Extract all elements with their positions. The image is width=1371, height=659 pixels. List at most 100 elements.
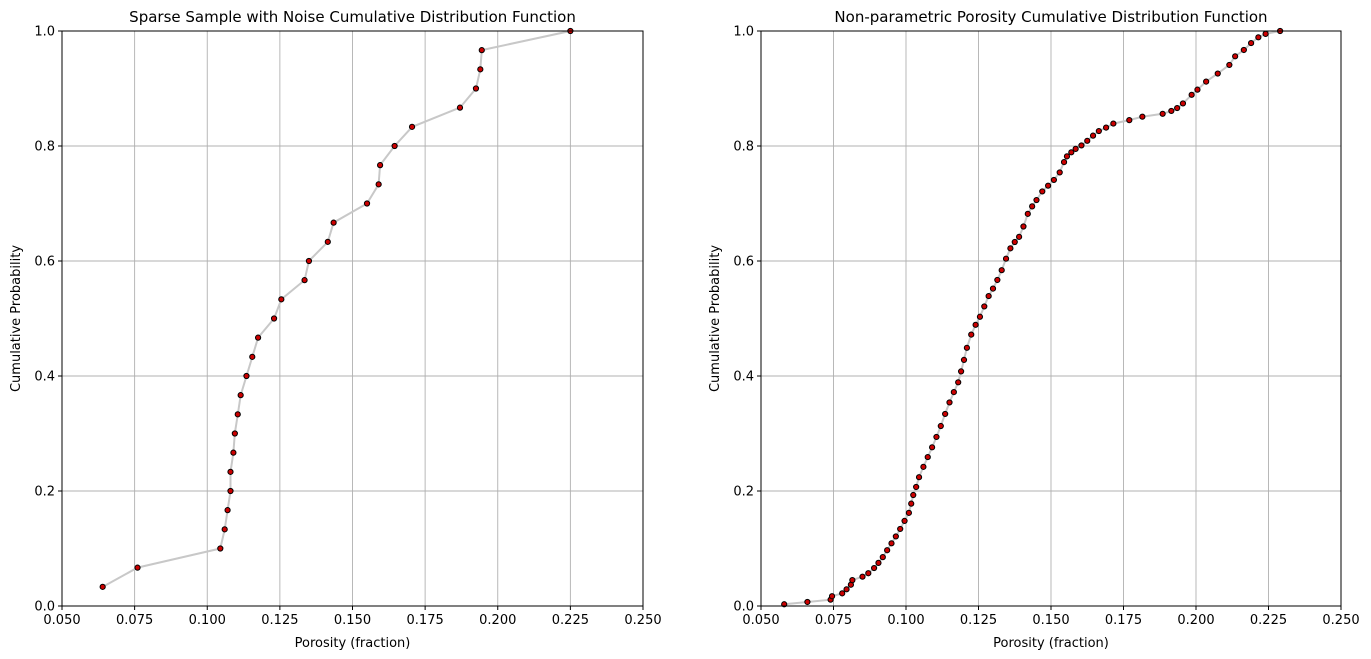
- chart-title: Non-parametric Porosity Cumulative Distr…: [834, 8, 1267, 26]
- x-axis-label: Porosity (fraction): [295, 636, 411, 651]
- data-point: [472, 85, 480, 92]
- data-point: [330, 219, 337, 226]
- cdf-line: [784, 30, 1281, 606]
- x-tick-label: 0.150: [334, 613, 371, 628]
- data-point: [391, 142, 398, 150]
- data-point: [1095, 127, 1102, 135]
- data-point: [843, 586, 850, 593]
- data-point: [1139, 113, 1146, 120]
- x-tick-label: 0.225: [1250, 613, 1287, 628]
- data-point: [942, 410, 949, 418]
- data-point: [994, 276, 1001, 284]
- chart-panel-1: 0.050 0.075 0.100 0.125 0.150 0.175 0.200 0.225…: [9, 8, 662, 651]
- data-point: [905, 509, 913, 516]
- data-point: [1063, 153, 1071, 160]
- data-point: [1214, 70, 1221, 77]
- y-tick-label: 0.2: [34, 485, 55, 500]
- data-point: [1103, 124, 1110, 131]
- data-point: [1056, 169, 1063, 176]
- y-tick-label: 1.0: [733, 25, 754, 40]
- data-point: [924, 453, 931, 461]
- cdf-line: [102, 30, 571, 588]
- data-point: [1226, 61, 1233, 69]
- data-point: [879, 554, 886, 561]
- x-tick-label: 0.075: [815, 613, 852, 628]
- data-point: [1039, 188, 1046, 195]
- gridlines: [61, 30, 644, 607]
- x-tick-label: 0.100: [887, 613, 924, 628]
- data-point: [1110, 120, 1117, 127]
- data-point: [134, 564, 141, 571]
- data-points: [781, 27, 1284, 608]
- data-point: [1072, 145, 1079, 152]
- data-point: [1045, 182, 1052, 189]
- data-point: [972, 321, 979, 328]
- x-tick-label: 0.125: [261, 613, 298, 628]
- data-point: [849, 577, 856, 584]
- data-point: [968, 331, 975, 338]
- data-point: [1262, 30, 1269, 37]
- y-tick-label: 0.8: [733, 140, 754, 155]
- data-point: [901, 517, 908, 525]
- data-point: [231, 430, 238, 437]
- x-axis-label: Porosity (fraction): [993, 636, 1109, 651]
- data-point: [478, 47, 485, 54]
- data-point: [234, 411, 241, 418]
- x-tick-label: 0.150: [1032, 613, 1069, 628]
- data-point: [888, 540, 895, 547]
- data-point: [1060, 159, 1068, 166]
- data-point: [1179, 100, 1187, 107]
- y-axis-label: Cumulative Probability: [9, 245, 24, 392]
- data-point: [408, 123, 416, 130]
- data-point: [875, 559, 882, 566]
- data-point: [456, 104, 464, 111]
- data-point: [1126, 117, 1133, 124]
- data-point: [1248, 39, 1255, 47]
- data-point: [1078, 142, 1085, 149]
- data-point: [892, 533, 899, 540]
- data-point: [1168, 107, 1175, 115]
- data-point: [254, 334, 262, 341]
- data-point: [1188, 91, 1195, 98]
- data-point: [976, 313, 984, 320]
- data-point: [998, 267, 1005, 274]
- data-point: [933, 433, 940, 441]
- x-tick-label: 0.050: [43, 613, 80, 628]
- data-point: [363, 200, 371, 207]
- x-tick-label: 0.200: [479, 613, 516, 628]
- data-point: [477, 66, 484, 73]
- data-point: [897, 525, 904, 533]
- data-point: [376, 162, 384, 169]
- y-tick-label: 0.0: [34, 600, 55, 615]
- x-tick-label: 0.100: [189, 613, 226, 628]
- data-point: [1016, 233, 1023, 240]
- data-point: [981, 303, 988, 310]
- data-point: [946, 399, 953, 406]
- data-point: [1159, 110, 1166, 117]
- data-point: [920, 463, 927, 470]
- y-tick-label: 0.4: [733, 370, 754, 385]
- data-point: [237, 392, 244, 399]
- data-point: [324, 238, 331, 245]
- data-point: [929, 444, 936, 451]
- data-point: [1024, 210, 1031, 217]
- data-point: [950, 389, 957, 396]
- data-point: [301, 277, 308, 284]
- data-point: [839, 590, 846, 597]
- data-point: [99, 583, 106, 590]
- y-tick-label: 0.6: [34, 255, 55, 270]
- y-tick-label: 0.2: [733, 485, 754, 500]
- data-point: [1007, 245, 1014, 252]
- data-point: [910, 491, 917, 499]
- data-point: [1194, 86, 1201, 93]
- data-point: [1068, 149, 1075, 156]
- data-point: [227, 487, 234, 495]
- data-point: [1089, 132, 1097, 139]
- y-tick-label: 1.0: [34, 25, 55, 40]
- data-point: [1050, 176, 1058, 184]
- data-point: [884, 547, 891, 554]
- gridlines: [760, 30, 1342, 607]
- data-point: [865, 570, 872, 577]
- data-point: [1174, 104, 1181, 112]
